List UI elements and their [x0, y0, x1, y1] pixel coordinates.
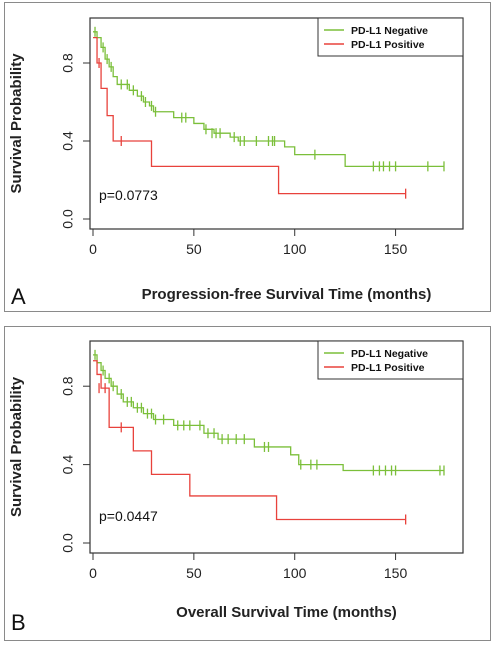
- y-tick-label: 0.8: [60, 376, 76, 396]
- y-tick-label: 0.8: [60, 53, 76, 73]
- x-tick-label: 0: [89, 241, 97, 257]
- km-curve-negative: [93, 354, 444, 472]
- panel-label: A: [11, 284, 26, 309]
- x-tick-label: 0: [89, 565, 97, 581]
- x-tick-label: 150: [384, 241, 408, 257]
- legend-label-negative: PD-L1 Negative: [351, 348, 428, 360]
- y-tick-label: 0.0: [60, 209, 76, 229]
- y-tick-label: 0.4: [60, 455, 76, 475]
- legend-label-positive: PD-L1 Positive: [351, 362, 425, 374]
- legend: PD-L1 Negative PD-L1 Positive: [317, 340, 464, 380]
- plot-frame: [89, 340, 464, 554]
- p-value: p=0.0447: [99, 508, 158, 524]
- panel-label: B: [11, 610, 26, 635]
- panel-b: 0 50 100 150 0.0 0.4 0.8 Overall Survival Time …: [4, 326, 491, 641]
- x-axis-title: Progression-free Survival Time (months): [142, 286, 432, 303]
- y-axis-title: Survival Probability: [8, 53, 25, 194]
- legend-box: [317, 17, 464, 57]
- panel-a: 0 50 100 150 0.0 0.4 0.8 Progression-free Survi…: [4, 2, 491, 312]
- y-axis-title: Survival Probability: [8, 376, 25, 517]
- legend-box: [317, 340, 464, 380]
- x-axis-title: Overall Survival Time (months): [176, 604, 397, 621]
- p-value: p=0.0773: [99, 187, 158, 203]
- km-curve-positive: [93, 360, 406, 521]
- y-tick-label: 0.4: [60, 131, 76, 151]
- x-tick-label: 50: [186, 241, 202, 257]
- x-tick-label: 150: [384, 565, 408, 581]
- km-curve-positive: [93, 37, 406, 195]
- km-chart-b: 0 50 100 150 0.0 0.4 0.8 Overall Survival Time …: [8, 340, 464, 635]
- legend-label-negative: PD-L1 Negative: [351, 25, 428, 37]
- x-tick-label: 100: [283, 565, 307, 581]
- legend-label-positive: PD-L1 Positive: [351, 39, 425, 51]
- x-tick-label: 50: [186, 565, 202, 581]
- x-tick-label: 100: [283, 241, 307, 257]
- km-chart-a: 0 50 100 150 0.0 0.4 0.8 Progression-free Survi…: [8, 17, 464, 309]
- legend: PD-L1 Negative PD-L1 Positive: [317, 17, 464, 57]
- y-tick-label: 0.0: [60, 533, 76, 553]
- plot-frame: [89, 17, 464, 230]
